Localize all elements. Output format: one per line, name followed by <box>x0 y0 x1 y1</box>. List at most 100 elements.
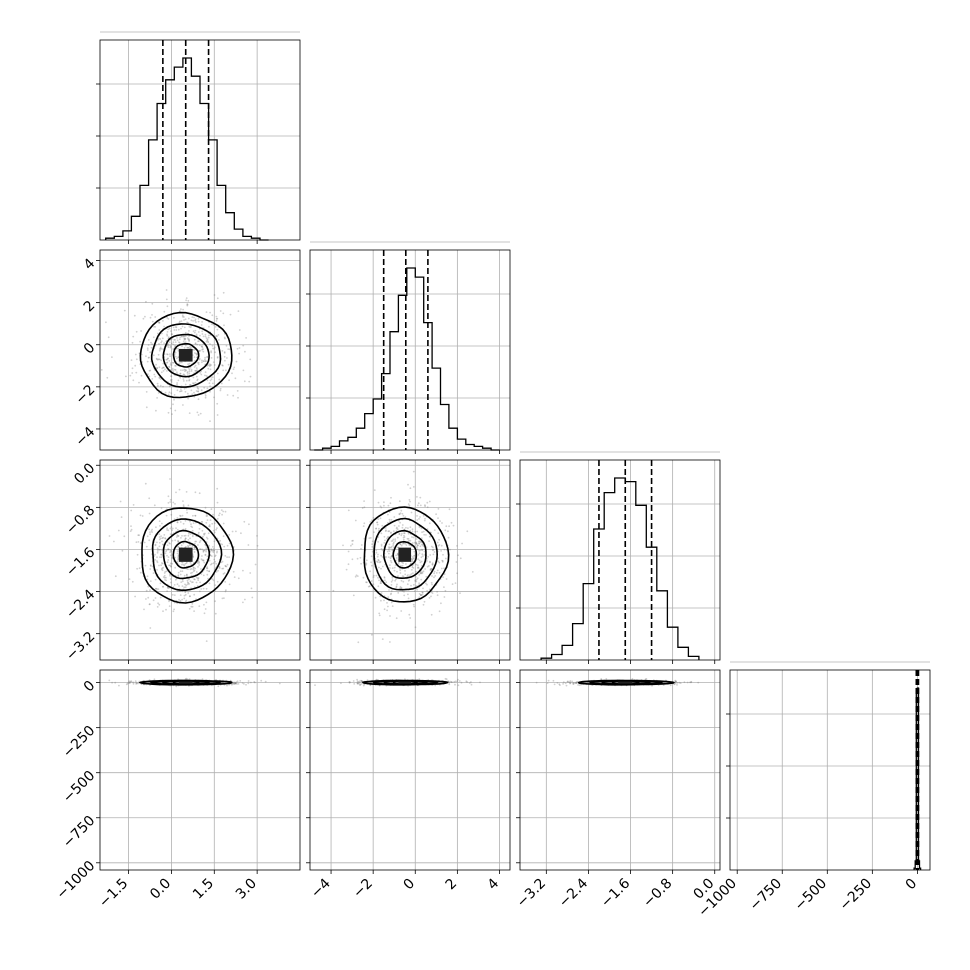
scatter-point <box>395 585 398 588</box>
scatter-point <box>415 563 418 566</box>
panel-frame <box>519 669 721 871</box>
scatter-point <box>430 613 433 616</box>
scatter-point <box>146 360 149 363</box>
scatter-point <box>168 605 171 607</box>
scatter-point <box>169 542 171 545</box>
scatter-point <box>389 593 392 596</box>
scatter-point <box>448 525 450 528</box>
scatter-point <box>241 682 244 684</box>
scatter-point <box>178 342 181 344</box>
scatter-point <box>470 681 472 683</box>
scatter-point <box>417 502 420 505</box>
scatter-point <box>388 530 391 533</box>
scatter-point <box>156 358 158 360</box>
y-tick-label: −4 <box>72 424 98 450</box>
scatter-point <box>408 579 411 581</box>
scatter-point <box>204 532 206 535</box>
scatter-point <box>418 582 420 585</box>
scatter-point <box>360 544 363 546</box>
scatter-point <box>179 515 182 517</box>
scatter-point <box>206 573 209 576</box>
scatter-point <box>212 546 214 548</box>
scatter-point <box>182 505 185 508</box>
scatter-point <box>164 368 166 371</box>
scatter-point <box>186 321 189 324</box>
scatter-point <box>174 351 177 354</box>
scatter-point <box>196 343 199 346</box>
scatter-point <box>401 561 403 564</box>
scatter-point <box>130 509 133 512</box>
scatter-point <box>417 567 420 569</box>
scatter-point <box>410 560 413 563</box>
scatter-point <box>191 393 194 396</box>
scatter-point <box>380 506 383 509</box>
x-tick-label: −500 <box>792 876 831 915</box>
scatter-point <box>183 586 186 589</box>
scatter-point <box>196 585 199 587</box>
scatter-point <box>238 329 241 331</box>
scatter-point <box>233 683 236 685</box>
scatter-point <box>198 564 201 566</box>
scatter-point <box>158 533 161 535</box>
scatter-point <box>388 552 390 555</box>
scatter-point <box>444 589 447 592</box>
scatter-point <box>466 530 469 533</box>
scatter-point <box>372 576 375 579</box>
scatter-point <box>182 500 184 502</box>
scatter-point <box>215 571 218 573</box>
scatter-point <box>158 548 161 551</box>
scatter-point <box>191 605 194 608</box>
scatter-point <box>398 533 401 536</box>
scatter-point <box>136 567 139 570</box>
scatter-point <box>195 576 198 579</box>
scatter-point <box>399 569 402 572</box>
scatter-point <box>417 566 419 569</box>
scatter-point <box>175 536 178 538</box>
scatter-point <box>369 521 372 523</box>
scatter-point <box>479 681 481 684</box>
scatter-point <box>375 549 378 552</box>
scatter-point <box>375 551 378 554</box>
scatter-point <box>184 519 187 522</box>
scatter-point <box>360 679 362 682</box>
scatter-point <box>459 557 462 560</box>
contour-level-3 <box>172 540 200 569</box>
scatter-point <box>418 540 421 543</box>
scatter-point <box>390 601 393 604</box>
panel-frame <box>519 459 721 661</box>
scatter-point <box>154 326 157 328</box>
scatter-point <box>187 504 190 507</box>
scatter-point <box>181 314 184 317</box>
scatter-point <box>362 525 365 527</box>
scatter-point <box>401 575 404 577</box>
scatter-point <box>172 370 175 373</box>
scatter-point <box>362 576 365 579</box>
scatter-point <box>186 575 188 577</box>
scatter-point <box>260 679 263 682</box>
scatter-point <box>365 563 368 566</box>
y-tick-label: −2 <box>72 382 98 408</box>
scatter-point <box>204 553 207 556</box>
scatter-point <box>201 555 203 557</box>
scatter-point <box>377 518 380 520</box>
scatter-point <box>674 681 677 683</box>
scatter-point <box>405 526 407 529</box>
scatter-point <box>145 589 148 592</box>
scatter-point <box>148 539 151 542</box>
scatter-point <box>167 548 169 551</box>
scatter-point <box>158 564 160 567</box>
scatter-point <box>184 341 187 344</box>
scatter-point <box>191 545 194 547</box>
scatter-point <box>431 549 434 552</box>
scatter-point <box>209 550 212 553</box>
scatter-point <box>184 390 187 393</box>
scatter-point <box>363 500 365 502</box>
scatter-point <box>152 572 155 574</box>
scatter-point <box>177 540 179 543</box>
scatter-point <box>192 581 194 583</box>
scatter-point <box>394 579 396 582</box>
scatter-point <box>171 333 173 336</box>
scatter-point <box>175 365 177 367</box>
